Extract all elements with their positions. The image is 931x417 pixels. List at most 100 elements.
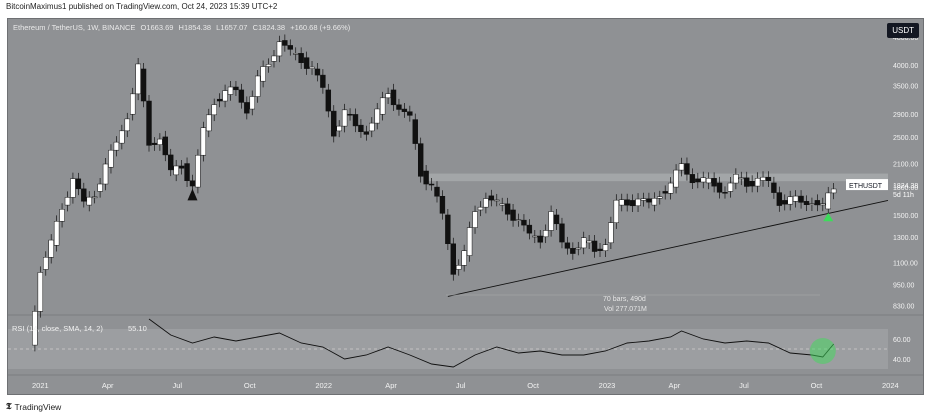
- candle-up: [733, 174, 739, 184]
- candle-up: [91, 196, 98, 199]
- candle-up: [602, 244, 609, 251]
- candle-down: [450, 243, 456, 275]
- candle-down: [282, 40, 288, 46]
- candle-up: [673, 169, 679, 188]
- candle-up: [309, 66, 315, 69]
- candle-down: [716, 182, 723, 193]
- candle-up: [43, 257, 49, 270]
- rsi-axis-label: 40.00: [893, 357, 911, 364]
- candle-down: [140, 68, 147, 102]
- candle-up: [575, 247, 581, 250]
- candle-down: [81, 188, 87, 202]
- price-axis-label: 950.00: [893, 283, 915, 290]
- candle-down: [396, 104, 402, 110]
- candle-up: [499, 203, 505, 206]
- candle-down: [325, 89, 332, 112]
- candle-up: [678, 163, 685, 171]
- candle-up: [341, 109, 348, 127]
- candle-up: [206, 114, 212, 132]
- candle-down: [570, 248, 576, 254]
- candle-down: [662, 191, 668, 194]
- candle-up: [619, 199, 625, 206]
- candle-down: [591, 240, 598, 252]
- price-axis-label: 4000.00: [893, 63, 918, 70]
- currency-badge[interactable]: USDT: [887, 23, 919, 38]
- candle-down: [168, 154, 174, 171]
- price-axis-label: 3500.00: [893, 83, 918, 90]
- chart-canvas[interactable]: 4800.00 4000.00 3500.00 2900.00 2500.00 2100.…: [8, 19, 924, 395]
- candle-down: [417, 143, 424, 177]
- ohlc-high: H1854.38: [178, 23, 212, 32]
- last-price-symbol-box: [846, 179, 888, 191]
- candle-up: [466, 227, 473, 256]
- candle-up: [32, 311, 38, 346]
- candle-up: [59, 209, 65, 222]
- candle-up: [613, 199, 620, 223]
- price-axis-label: 1100.00: [893, 260, 918, 267]
- ohlc-open: O1663.69: [140, 23, 174, 32]
- candle-up: [108, 149, 114, 168]
- candle-down: [244, 102, 250, 114]
- candle-down: [75, 178, 82, 190]
- candle-up: [385, 93, 391, 99]
- candle-up: [336, 125, 342, 132]
- candle-down: [287, 45, 293, 50]
- candle-down: [510, 209, 516, 221]
- candle-down: [597, 248, 603, 251]
- candle-up: [461, 250, 467, 266]
- price-axis-label: 1500.00: [893, 213, 918, 220]
- time-axis-label: Jul: [173, 381, 183, 390]
- candle-up: [477, 206, 484, 211]
- candle-up: [37, 272, 44, 312]
- time-axis-label: Apr: [385, 381, 397, 390]
- time-axis-label: Apr: [102, 381, 114, 390]
- candle-up: [271, 55, 277, 62]
- candle-up: [97, 183, 103, 192]
- symbol-title[interactable]: Ethereum / TetherUS, 1W, BINANCE: [13, 23, 136, 32]
- time-axis-label: 2022: [315, 381, 332, 390]
- candle-down: [303, 57, 310, 69]
- candle-up: [53, 221, 60, 246]
- candle-up: [260, 66, 266, 82]
- candle-up: [265, 64, 272, 67]
- price-axis-label: 830.00: [893, 303, 915, 310]
- candle-up: [581, 237, 587, 249]
- resistance-band: [426, 173, 888, 182]
- time-axis-label: 2024: [882, 381, 899, 390]
- candle-down: [314, 68, 321, 76]
- time-axis-label: 2023: [599, 381, 616, 390]
- time-axis-label: Oct: [527, 381, 540, 390]
- chart-frame[interactable]: 4800.00 4000.00 3500.00 2900.00 2500.00 2100.…: [7, 18, 924, 395]
- candle-down: [629, 200, 636, 207]
- candle-down: [146, 100, 152, 146]
- candle-down: [521, 219, 527, 226]
- rsi-line: [148, 318, 835, 368]
- candle-up: [472, 211, 478, 228]
- candle-up: [787, 196, 793, 205]
- candle-down: [298, 53, 304, 63]
- footer-brand[interactable]: TradingView: [14, 401, 62, 412]
- candle-up: [64, 197, 71, 206]
- candle-up: [760, 176, 766, 181]
- candle-up: [640, 198, 647, 201]
- last-price-symbol: ETHUSDT: [849, 183, 883, 190]
- candle-down: [711, 178, 717, 187]
- candle-down: [216, 98, 223, 102]
- candle-down: [401, 108, 408, 112]
- candle-down: [684, 163, 690, 175]
- candle-up: [211, 104, 217, 116]
- candle-down: [412, 119, 418, 144]
- candle-up: [276, 41, 283, 57]
- candle-up: [608, 222, 614, 244]
- candle-down: [352, 114, 359, 127]
- candle-down: [331, 110, 337, 137]
- candle-up: [548, 211, 554, 231]
- candle-up: [727, 182, 734, 192]
- tradingview-logo-icon: 𝕿: [6, 401, 12, 411]
- candle-down: [445, 214, 451, 245]
- candle-down: [184, 163, 190, 182]
- time-axis-label: Oct: [811, 381, 824, 390]
- candle-up: [124, 118, 130, 132]
- candle-down: [526, 224, 533, 234]
- candle-down: [695, 178, 701, 183]
